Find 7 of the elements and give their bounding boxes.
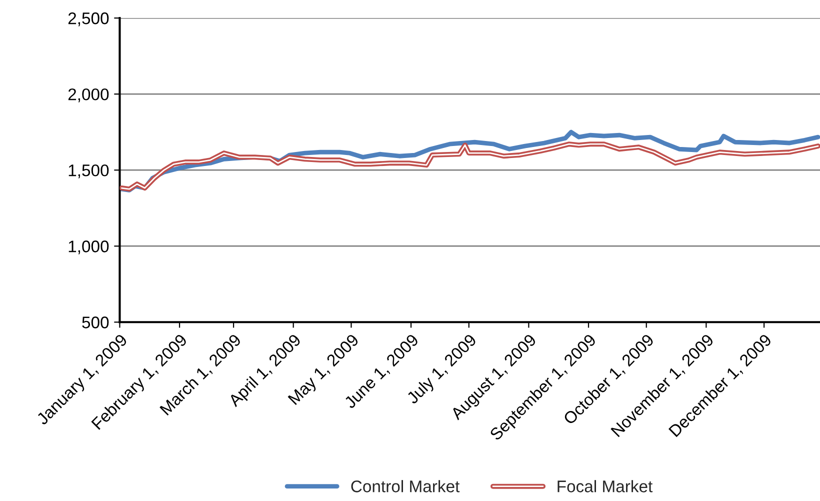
- y-tick-label: 2,000: [68, 88, 109, 102]
- legend-label: Focal Market: [558, 480, 653, 492]
- y-tick-label: 500: [82, 316, 109, 328]
- y-tick-label: 2,500: [68, 12, 109, 26]
- y-tick-label: 1,000: [68, 240, 109, 254]
- legend-label: Control Market: [351, 480, 460, 492]
- y-tick-label: 1,500: [68, 164, 109, 178]
